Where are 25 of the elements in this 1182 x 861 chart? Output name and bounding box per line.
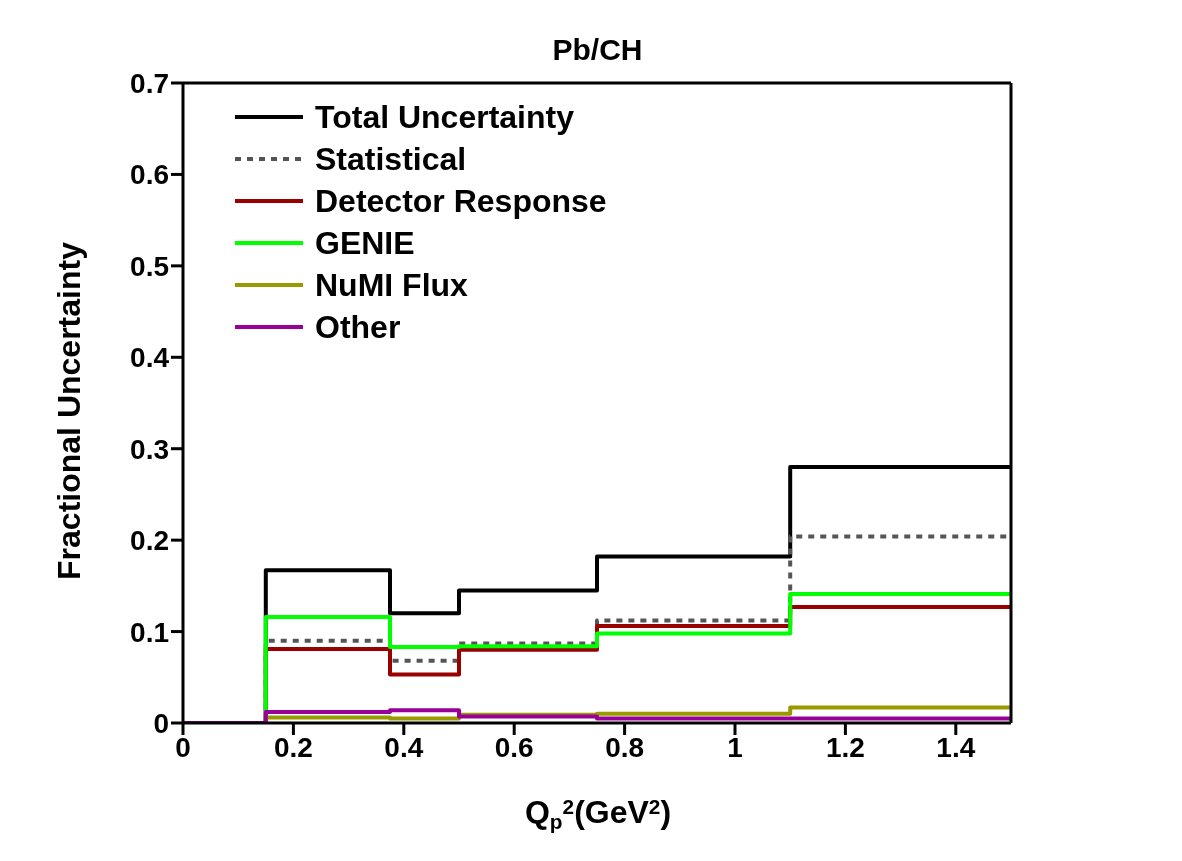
x-tick-label: 0.6 xyxy=(494,731,534,763)
y-tick-label: 0 xyxy=(153,707,169,739)
x-tick-label: 0.2 xyxy=(273,731,313,763)
legend-label: Other xyxy=(315,308,401,347)
y-tick-label: 0.1 xyxy=(130,616,169,648)
y-tick-label: 0.2 xyxy=(130,525,169,557)
legend-label: GENIE xyxy=(315,224,415,263)
chart-title: Pb/CH xyxy=(552,33,643,66)
legend-label: Detector Response xyxy=(315,182,607,221)
y-tick-label: 0.3 xyxy=(130,433,169,465)
x-tick-label: 0.8 xyxy=(605,731,645,763)
x-tick-label: 0 xyxy=(175,731,191,763)
legend-label: NuMI Flux xyxy=(315,266,468,305)
x-tick-label: 0.4 xyxy=(384,731,424,763)
x-axis-title: Q$_{p}$$^{2}$(GeV$^{2}$) xyxy=(524,794,672,834)
y-tick-label: 0.6 xyxy=(130,159,169,191)
y-tick-label: 0.5 xyxy=(130,250,169,282)
x-tick-label: 1.2 xyxy=(825,731,865,763)
x-tick-label: 1.4 xyxy=(936,731,976,763)
y-axis-title: Fractional Uncertainty xyxy=(51,241,87,580)
y-tick-label: 0.7 xyxy=(130,67,169,99)
y-tick-label: 0.4 xyxy=(130,342,170,374)
legend-label: Statistical xyxy=(315,140,467,179)
x-tick-label: 1 xyxy=(727,731,743,763)
legend-label: Total Uncertainty xyxy=(315,98,574,137)
